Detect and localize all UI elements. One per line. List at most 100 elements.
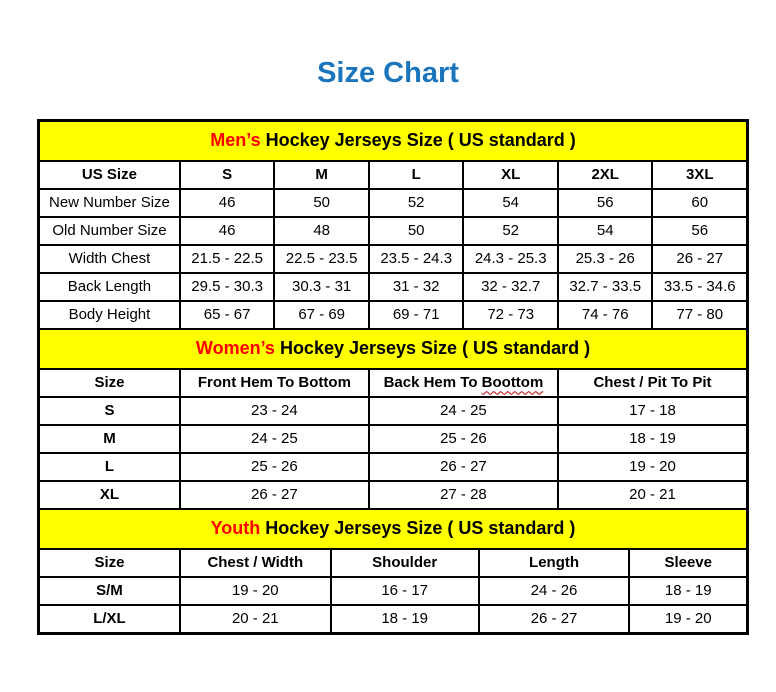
youth-section-header: Youth Hockey Jerseys Size ( US standard … bbox=[38, 507, 748, 550]
womens-row-l: L 25 - 26 26 - 27 19 - 20 bbox=[38, 451, 749, 482]
row-label: Width Chest bbox=[38, 243, 181, 274]
cell: 22.5 - 23.5 bbox=[273, 243, 370, 274]
row-label: S/M bbox=[38, 575, 181, 606]
cell: 24 - 26 bbox=[477, 575, 631, 606]
mens-accent-word: Men’s bbox=[210, 130, 261, 151]
womens-col-chest-pit: Chest / Pit To Pit bbox=[556, 367, 749, 398]
mens-section-title: Men’s Hockey Jerseys Size ( US standard … bbox=[38, 119, 748, 162]
youth-col-length: Length bbox=[477, 547, 631, 578]
cell: 54 bbox=[556, 215, 654, 246]
womens-row-s: S 23 - 24 24 - 25 17 - 18 bbox=[38, 395, 749, 426]
mens-column-header-row: US Size S M L XL 2XL 3XL bbox=[38, 159, 748, 190]
cell: 26 - 27 bbox=[477, 603, 631, 634]
row-label: Old Number Size bbox=[38, 215, 181, 246]
mens-section-header: Men’s Hockey Jerseys Size ( US standard … bbox=[38, 119, 748, 162]
cell: 67 - 69 bbox=[273, 299, 370, 330]
womens-column-header-row: Size Front Hem To Bottom Back Hem To Boo… bbox=[38, 367, 749, 398]
cell: 56 bbox=[651, 215, 748, 246]
mens-row-width-chest: Width Chest 21.5 - 22.5 22.5 - 23.5 23.5… bbox=[38, 243, 748, 274]
mens-row-new-number: New Number Size 46 50 52 54 56 60 bbox=[38, 187, 748, 218]
cell: 24 - 25 bbox=[367, 395, 559, 426]
womens-col-back-hem: Back Hem To Boottom bbox=[367, 367, 559, 398]
mens-col-l: L bbox=[367, 159, 465, 190]
cell: 52 bbox=[367, 187, 465, 218]
cell: 31 - 32 bbox=[367, 271, 465, 302]
back-hem-prefix: Back Hem To bbox=[383, 374, 482, 392]
cell: 18 - 19 bbox=[628, 575, 748, 606]
mens-row-back-length: Back Length 29.5 - 30.3 30.3 - 31 31 - 3… bbox=[38, 271, 748, 302]
youth-col-size: Size bbox=[38, 547, 181, 578]
youth-row-sm: S/M 19 - 20 16 - 17 24 - 26 18 - 19 bbox=[38, 575, 748, 606]
cell: 77 - 80 bbox=[651, 299, 748, 330]
cell: 26 - 27 bbox=[367, 451, 559, 482]
womens-row-xl: XL 26 - 27 27 - 28 20 - 21 bbox=[38, 479, 749, 510]
womens-section-header: Women’s Hockey Jerseys Size ( US standar… bbox=[38, 327, 748, 370]
cell: 23 - 24 bbox=[178, 395, 370, 426]
cell: 20 - 21 bbox=[178, 603, 332, 634]
youth-col-shoulder: Shoulder bbox=[329, 547, 480, 578]
mens-col-xl: XL bbox=[462, 159, 559, 190]
mens-col-3xl: 3XL bbox=[651, 159, 748, 190]
cell: 50 bbox=[273, 187, 370, 218]
womens-size-table: Women’s Hockey Jerseys Size ( US standar… bbox=[38, 327, 749, 510]
cell: 18 - 19 bbox=[329, 603, 480, 634]
cell: 25.3 - 26 bbox=[556, 243, 654, 274]
page-title: Size Chart bbox=[317, 57, 459, 89]
cell: 26 - 27 bbox=[178, 479, 370, 510]
row-label: XL bbox=[38, 479, 181, 510]
row-label: L/XL bbox=[38, 603, 181, 634]
cell: 19 - 20 bbox=[556, 451, 749, 482]
youth-column-header-row: Size Chest / Width Shoulder Length Sleev… bbox=[38, 547, 748, 578]
womens-accent-word: Women’s bbox=[195, 338, 275, 359]
cell: 19 - 20 bbox=[628, 603, 748, 634]
mens-row-old-number: Old Number Size 46 48 50 52 54 56 bbox=[38, 215, 748, 246]
mens-size-table: Men’s Hockey Jerseys Size ( US standard … bbox=[38, 119, 748, 330]
cell: 74 - 76 bbox=[556, 299, 654, 330]
cell: 33.5 - 34.6 bbox=[651, 271, 748, 302]
cell: 25 - 26 bbox=[178, 451, 370, 482]
cell: 56 bbox=[556, 187, 654, 218]
cell: 16 - 17 bbox=[329, 575, 480, 606]
mens-col-us-size: US Size bbox=[38, 159, 181, 190]
youth-row-lxl: L/XL 20 - 21 18 - 19 26 - 27 19 - 20 bbox=[38, 603, 748, 634]
cell: 72 - 73 bbox=[462, 299, 559, 330]
cell: 32.7 - 33.5 bbox=[556, 271, 654, 302]
cell: 25 - 26 bbox=[367, 423, 559, 454]
row-label: S bbox=[38, 395, 181, 426]
mens-col-m: M bbox=[273, 159, 370, 190]
youth-heading-rest: Hockey Jerseys Size ( US standard ) bbox=[260, 518, 576, 539]
row-label: New Number Size bbox=[38, 187, 181, 218]
cell: 24 - 25 bbox=[178, 423, 370, 454]
mens-row-body-height: Body Height 65 - 67 67 - 69 69 - 71 72 -… bbox=[38, 299, 748, 330]
youth-col-sleeve: Sleeve bbox=[628, 547, 748, 578]
womens-section-title: Women’s Hockey Jerseys Size ( US standar… bbox=[38, 327, 748, 370]
mens-heading-rest: Hockey Jerseys Size ( US standard ) bbox=[260, 130, 576, 151]
row-label: L bbox=[38, 451, 181, 482]
cell: 26 - 27 bbox=[651, 243, 748, 274]
misspelled-word: Boottom bbox=[481, 374, 544, 392]
cell: 46 bbox=[178, 215, 276, 246]
cell: 69 - 71 bbox=[367, 299, 465, 330]
cell: 23.5 - 24.3 bbox=[367, 243, 465, 274]
cell: 24.3 - 25.3 bbox=[462, 243, 559, 274]
cell: 29.5 - 30.3 bbox=[178, 271, 276, 302]
cell: 52 bbox=[462, 215, 559, 246]
cell: 17 - 18 bbox=[556, 395, 749, 426]
cell: 27 - 28 bbox=[367, 479, 559, 510]
cell: 50 bbox=[367, 215, 465, 246]
youth-size-table: Youth Hockey Jerseys Size ( US standard … bbox=[38, 507, 748, 634]
cell: 60 bbox=[651, 187, 748, 218]
size-chart-table: Men’s Hockey Jerseys Size ( US standard … bbox=[37, 118, 749, 635]
mens-col-s: S bbox=[178, 159, 276, 190]
youth-accent-word: Youth bbox=[210, 518, 261, 539]
cell: 65 - 67 bbox=[178, 299, 276, 330]
cell: 30.3 - 31 bbox=[273, 271, 370, 302]
row-label: M bbox=[38, 423, 181, 454]
row-label: Body Height bbox=[38, 299, 181, 330]
cell: 21.5 - 22.5 bbox=[178, 243, 276, 274]
cell: 46 bbox=[178, 187, 276, 218]
youth-col-chest-width: Chest / Width bbox=[178, 547, 332, 578]
cell: 18 - 19 bbox=[556, 423, 749, 454]
womens-col-size: Size bbox=[38, 367, 181, 398]
cell: 20 - 21 bbox=[556, 479, 749, 510]
